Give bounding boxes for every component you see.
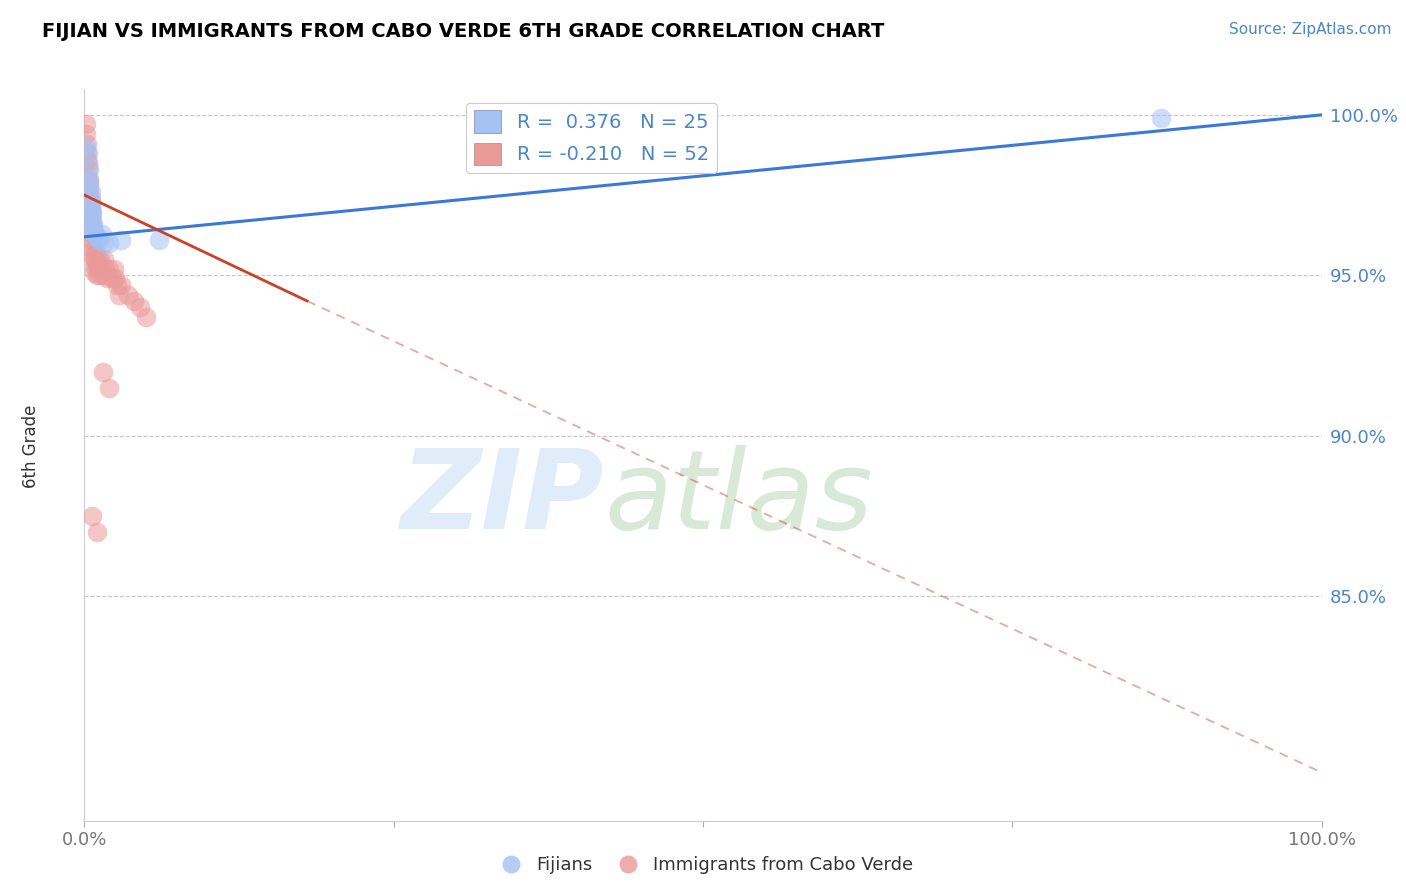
Point	[86, 229, 108, 244]
Point	[84, 243, 107, 257]
Point	[91, 364, 114, 378]
Point	[110, 277, 132, 292]
Text: atlas: atlas	[605, 445, 873, 552]
Point	[79, 175, 101, 189]
Point	[110, 233, 132, 247]
Point	[79, 188, 101, 202]
Point	[98, 236, 121, 251]
Point	[79, 191, 101, 205]
Point	[79, 194, 101, 209]
Point	[83, 265, 105, 279]
Point	[82, 243, 104, 257]
Point	[76, 146, 98, 161]
Point	[91, 268, 114, 283]
Point	[75, 140, 97, 154]
Point	[87, 229, 110, 244]
Point	[79, 162, 101, 177]
Point	[96, 271, 118, 285]
Point	[94, 261, 117, 276]
Point	[82, 217, 104, 231]
Point	[82, 220, 104, 235]
Point	[79, 185, 101, 199]
Point	[148, 233, 170, 247]
Point	[79, 172, 101, 186]
Point	[87, 252, 110, 267]
Point	[80, 204, 103, 219]
Point	[83, 252, 105, 267]
Point	[79, 213, 101, 227]
Point	[108, 287, 131, 301]
Point	[77, 146, 100, 161]
Point	[117, 287, 139, 301]
Point	[82, 223, 104, 237]
Point	[80, 220, 103, 235]
Text: 6th Grade: 6th Grade	[22, 404, 39, 488]
Point	[76, 153, 98, 167]
Point	[76, 136, 98, 151]
Point	[90, 261, 112, 276]
Point	[79, 178, 101, 193]
Point	[87, 261, 110, 276]
Point	[129, 301, 152, 315]
Point	[105, 277, 128, 292]
Point	[80, 207, 103, 221]
Point	[80, 227, 103, 241]
Point	[82, 249, 104, 263]
Point	[89, 268, 111, 283]
Point	[98, 380, 121, 394]
Text: FIJIAN VS IMMIGRANTS FROM CABO VERDE 6TH GRADE CORRELATION CHART: FIJIAN VS IMMIGRANTS FROM CABO VERDE 6TH…	[42, 22, 884, 41]
Point	[83, 259, 105, 273]
Point	[1150, 111, 1173, 125]
Point	[80, 233, 103, 247]
Point	[93, 236, 115, 251]
Point	[77, 156, 100, 170]
Point	[80, 508, 103, 523]
Point	[84, 227, 107, 241]
Point	[79, 197, 101, 211]
Point	[77, 162, 100, 177]
Point	[89, 233, 111, 247]
Point	[104, 271, 127, 285]
Point	[79, 207, 101, 221]
Point	[82, 236, 104, 251]
Point	[89, 252, 111, 267]
Point	[79, 201, 101, 215]
Point	[100, 271, 122, 285]
Point	[90, 227, 112, 241]
Point	[93, 252, 115, 267]
Point	[79, 181, 101, 195]
Point	[86, 268, 108, 283]
Point	[75, 118, 97, 132]
Point	[86, 259, 108, 273]
Point	[83, 227, 105, 241]
Point	[103, 261, 125, 276]
Point	[77, 172, 100, 186]
Point	[86, 524, 108, 539]
Text: ZIP: ZIP	[401, 445, 605, 552]
Legend: Fijians, Immigrants from Cabo Verde: Fijians, Immigrants from Cabo Verde	[485, 848, 921, 881]
Point	[98, 261, 121, 276]
Text: Source: ZipAtlas.com: Source: ZipAtlas.com	[1229, 22, 1392, 37]
Point	[84, 252, 107, 267]
Point	[80, 213, 103, 227]
Point	[122, 293, 145, 308]
Point	[75, 127, 97, 141]
Point	[135, 310, 157, 324]
